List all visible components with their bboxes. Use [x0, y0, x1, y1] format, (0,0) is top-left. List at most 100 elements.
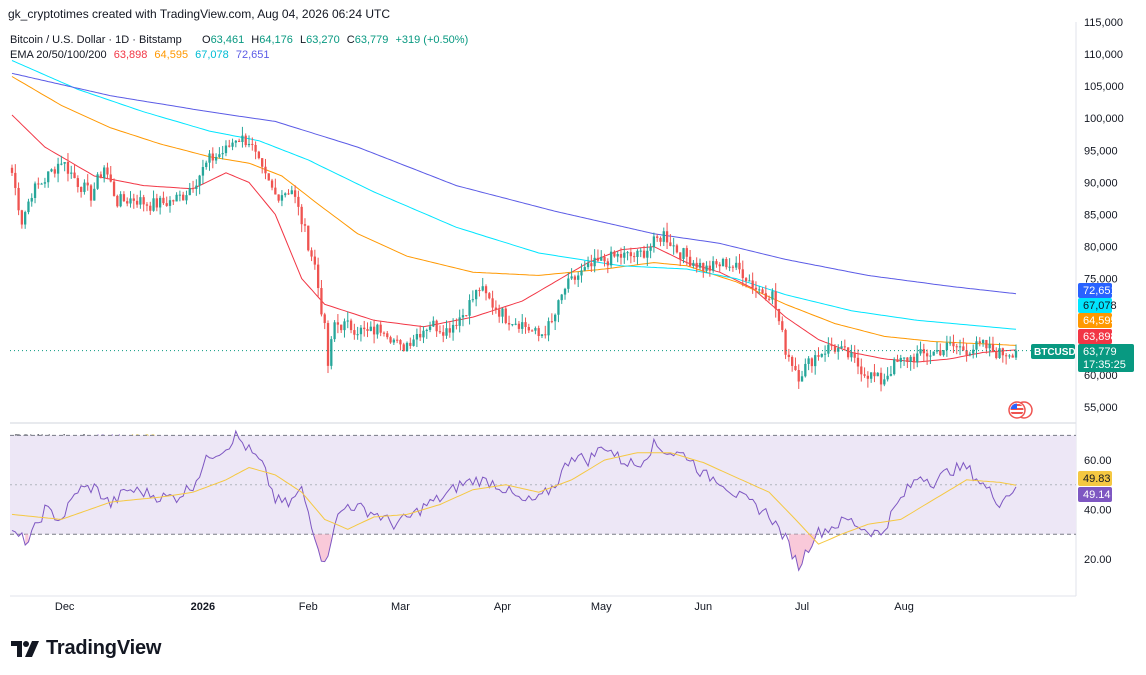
candle-body — [112, 181, 116, 196]
candle-body — [586, 263, 590, 268]
time-tick-label: May — [591, 601, 612, 613]
candle-body — [20, 210, 24, 225]
candle-body — [1008, 355, 1011, 357]
candle-body — [188, 187, 191, 196]
candle-body — [494, 307, 498, 310]
candle-body — [211, 153, 214, 161]
legend-ema50-value: 64,595 — [154, 49, 188, 61]
candle-body — [254, 144, 257, 152]
candle-body — [623, 252, 626, 258]
candle-body — [511, 324, 514, 326]
candle-body — [201, 167, 205, 176]
price-tick-label: 105,000 — [1084, 81, 1124, 93]
candle-body — [731, 266, 735, 268]
candle-body — [639, 250, 642, 252]
candle-body — [534, 328, 537, 331]
candle-body — [405, 342, 409, 352]
ema20-tag — [1078, 329, 1112, 344]
candle-body — [376, 324, 379, 335]
candle-body — [129, 198, 132, 204]
candle-body — [106, 167, 109, 175]
candle-body — [290, 190, 293, 195]
candle-body — [527, 326, 530, 331]
candle-body — [293, 190, 297, 197]
rsi-oversold-fill — [314, 534, 332, 562]
candle-body — [879, 372, 883, 385]
candle-body — [524, 322, 527, 327]
legend-low-label: L — [300, 34, 306, 46]
candle-body — [764, 293, 767, 299]
candle-body — [698, 262, 702, 268]
candle-body — [191, 187, 195, 189]
us-flag-icon[interactable] — [1008, 401, 1033, 419]
candle-body — [718, 264, 721, 267]
candle-body — [389, 337, 392, 343]
candle-body — [1011, 355, 1014, 358]
candle-body — [178, 194, 182, 196]
candle-body — [656, 236, 659, 238]
candle-body — [507, 323, 511, 325]
candle-body — [1014, 350, 1018, 358]
legend-ema100-value: 67,078 — [195, 49, 229, 61]
price-tags: 72,651 67,078 64,595 63,898 BTCUSD 63,77… — [1031, 283, 1134, 502]
candle-body — [126, 201, 129, 204]
candle-body — [906, 357, 909, 362]
candle-body — [323, 314, 326, 324]
candle-body — [435, 320, 438, 332]
candle-body — [218, 154, 221, 157]
candle-body — [488, 293, 491, 299]
candle-body — [333, 322, 336, 340]
candle-body — [626, 252, 629, 254]
candle-body — [633, 256, 636, 258]
candle-body — [261, 158, 264, 167]
candle-body — [675, 245, 679, 253]
candle-body — [968, 353, 972, 356]
candle-body — [185, 195, 188, 201]
candle-body — [883, 379, 886, 385]
candle-body — [955, 346, 958, 348]
rsi-line — [11, 429, 1017, 572]
candle-body — [73, 172, 76, 179]
candle-body — [774, 291, 777, 309]
candle-body — [958, 346, 962, 348]
symbol-tag — [1031, 344, 1075, 359]
candle-body — [577, 275, 580, 280]
candle-body — [251, 143, 254, 145]
candle-body — [27, 201, 30, 213]
price-tick-label: 90,000 — [1084, 177, 1118, 189]
ema-lines-layer — [11, 60, 1017, 363]
countdown-text: 17:35:25 — [1083, 359, 1126, 371]
time-tick-label: Apr — [494, 601, 511, 613]
candle-body — [422, 330, 425, 338]
candle-body — [310, 250, 313, 257]
candle-body — [43, 182, 47, 184]
rsi-band-layer — [10, 434, 1076, 535]
candle-body — [152, 198, 155, 211]
candle-body — [24, 212, 27, 225]
candle-body — [366, 329, 369, 331]
price-chart[interactable]: Bitcoin / U.S. Dollar · 1D · Bitstamp O6… — [0, 0, 1146, 630]
candle-body — [695, 262, 698, 268]
brand: TradingView — [10, 637, 161, 659]
candle-body — [672, 245, 675, 247]
candle-body — [257, 151, 261, 159]
candle-body — [738, 262, 741, 270]
candle-body — [817, 355, 820, 357]
price-tick-label: 85,000 — [1084, 209, 1118, 221]
ema50-tag — [1078, 313, 1112, 328]
candle-body — [372, 326, 376, 335]
candle-body — [237, 140, 241, 143]
time-tick-label: Feb — [299, 601, 318, 613]
candle-body — [267, 173, 270, 181]
legend-high-value: 64,176 — [259, 34, 293, 46]
candle-body — [922, 349, 925, 354]
candle-body — [60, 163, 63, 165]
candle-body — [330, 339, 333, 366]
candle-body — [741, 269, 744, 279]
candle-body — [395, 339, 399, 341]
candle-body — [876, 372, 879, 377]
ema100-line — [11, 60, 1017, 330]
candle-body — [570, 276, 573, 279]
candle-body — [270, 180, 274, 188]
ema200-line — [11, 72, 1017, 295]
